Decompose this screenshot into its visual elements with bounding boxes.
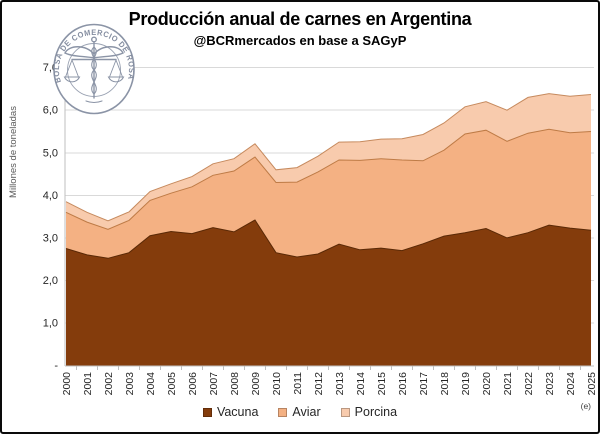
x-tick-label-2001: 2001 bbox=[82, 372, 94, 396]
x-tick-label-2011: 2011 bbox=[292, 372, 304, 395]
x-tick-label-2024: 2024 bbox=[565, 372, 577, 396]
legend-label-porcina: Porcina bbox=[354, 405, 398, 419]
area-vacuna bbox=[66, 220, 591, 366]
x-tick-label-2006: 2006 bbox=[187, 372, 199, 396]
x-tick-label-2020: 2020 bbox=[481, 372, 493, 396]
boundary-porcina bbox=[65, 93, 592, 222]
x-tick-label-2007: 2007 bbox=[208, 372, 220, 396]
legend-label-aviar: Aviar bbox=[292, 405, 321, 419]
chart-subtitle: @BCRmercados en base a SAGyP bbox=[193, 33, 407, 48]
y-tick-label-5,0: 5,0 bbox=[43, 147, 58, 159]
x-tick-label-2013: 2013 bbox=[334, 372, 346, 396]
y-axis-title: Millones de toneladas bbox=[8, 106, 19, 198]
legend-swatch-porcina bbox=[340, 407, 350, 417]
x-tick-label-2010: 2010 bbox=[271, 372, 283, 396]
x-tick-label-2015: 2015 bbox=[376, 372, 388, 396]
x-tick-label-2021: 2021 bbox=[502, 372, 514, 396]
y-tick-label-3,0: 3,0 bbox=[43, 232, 58, 244]
x-tick-label-2018: 2018 bbox=[439, 372, 451, 396]
y-tick-label-4,0: 4,0 bbox=[43, 190, 58, 202]
x-tick-label-2014: 2014 bbox=[355, 372, 367, 396]
legend-label-vacuna: Vacuna bbox=[216, 405, 259, 419]
x-tick-label-2022: 2022 bbox=[523, 372, 535, 396]
estimate-note: (e) bbox=[580, 401, 591, 411]
y-tick-label--: - bbox=[54, 360, 58, 372]
legend-item-aviar: Aviar bbox=[278, 405, 321, 419]
boundary-vacuna bbox=[65, 219, 592, 259]
x-tick-label-2005: 2005 bbox=[166, 372, 178, 396]
legend-swatch-vacuna bbox=[202, 407, 212, 417]
x-tick-label-2016: 2016 bbox=[397, 372, 409, 396]
y-tick-label-1,0: 1,0 bbox=[43, 317, 58, 329]
x-tick-label-2012: 2012 bbox=[313, 372, 325, 396]
y-tick-label-2,0: 2,0 bbox=[43, 275, 58, 287]
caduceus-scales-icon bbox=[63, 36, 125, 104]
bcr-logo-seal-icon: BOLSA DE COMERCIO DE ROSARIO bbox=[52, 23, 135, 115]
chart-title: Producción anual de carnes en Argentina bbox=[128, 9, 472, 29]
x-tick-label-2009: 2009 bbox=[250, 372, 262, 396]
x-tick-label-2017: 2017 bbox=[418, 372, 430, 396]
x-tick-label-2025: 2025 bbox=[586, 372, 598, 396]
chart-legend: Vacuna Aviar Porcina bbox=[2, 405, 598, 419]
x-tick-label-2003: 2003 bbox=[124, 372, 136, 396]
boundary-aviar bbox=[65, 128, 592, 230]
legend-item-vacuna: Vacuna bbox=[202, 405, 259, 419]
legend-item-porcina: Porcina bbox=[340, 405, 398, 419]
x-tick-label-2023: 2023 bbox=[544, 372, 556, 396]
x-tick-label-2004: 2004 bbox=[145, 372, 157, 396]
x-tick-label-2000: 2000 bbox=[61, 372, 73, 396]
x-tick-label-2002: 2002 bbox=[103, 372, 115, 396]
x-tick-label-2019: 2019 bbox=[460, 372, 472, 396]
y-tick-label-6,0: 6,0 bbox=[43, 105, 58, 117]
x-tick-label-2008: 2008 bbox=[229, 372, 241, 396]
legend-swatch-aviar bbox=[278, 407, 288, 417]
